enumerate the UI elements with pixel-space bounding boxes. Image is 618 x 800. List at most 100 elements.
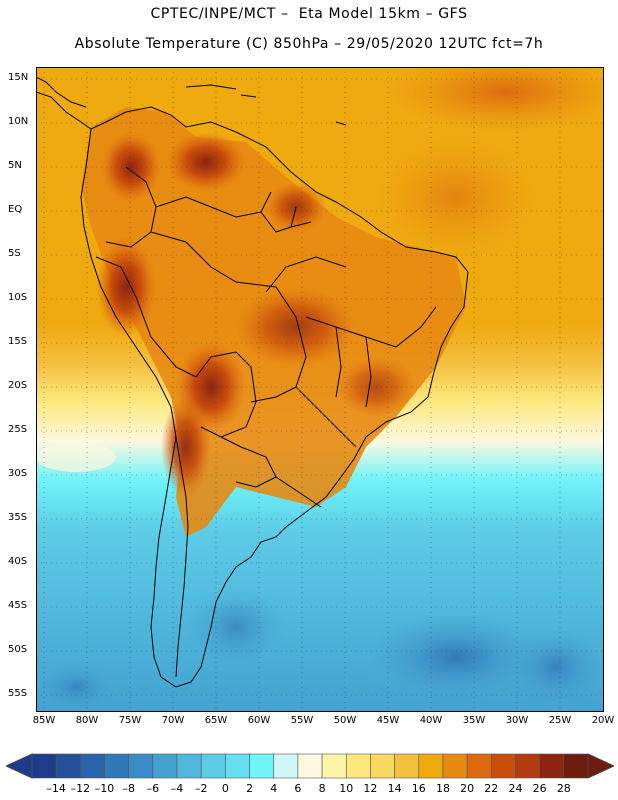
longitude-label: 45W: [376, 715, 400, 726]
colorbar-swatch: [491, 753, 516, 779]
cold-core-west: [36, 662, 116, 712]
longitude-label: 40W: [419, 715, 443, 726]
colorbar-swatch: [418, 753, 444, 779]
border-bolivia: [195, 351, 257, 438]
colorbar-swatch: [539, 753, 565, 779]
border-venezuela: [155, 191, 272, 218]
hot-core-peru: [96, 237, 156, 337]
border-brazil-states: [265, 256, 437, 448]
colorbar-swatch: [80, 753, 105, 779]
colorbar-tick-label: –4: [170, 782, 184, 795]
latitude-label: 40S: [8, 556, 28, 567]
colorbar-tick-label: 20: [460, 782, 475, 795]
colorbar-swatch: [515, 753, 540, 779]
colorbar-min-arrow: [6, 753, 33, 779]
colorbar-tick-label: –14: [46, 782, 66, 795]
cold-core-east: [506, 627, 604, 707]
colorbar-swatch: [297, 753, 323, 779]
caribbean-islands: [185, 84, 347, 126]
colorbar-swatch: [104, 753, 129, 779]
warm-ocean-patch-atlantic: [376, 137, 536, 257]
colorbar-swatch: [466, 753, 492, 779]
cold-core-southern-ocean: [366, 612, 546, 702]
chart-title: CPTEC/INPE/MCT – Eta Model 15km – GFS: [150, 6, 468, 22]
colorbar-tick-label: 22: [484, 782, 499, 795]
colorbar-tick-label: 8: [318, 782, 326, 795]
colorbar-tick-label: 16: [411, 782, 426, 795]
colorbar-tick-label: 26: [532, 782, 547, 795]
colorbar-tick-label: –6: [146, 782, 160, 795]
latitude-label: 45S: [8, 600, 28, 611]
colorbar-tick-label: 0: [221, 782, 229, 795]
colorbar-swatch: [200, 753, 226, 779]
warm-ocean-patch-north: [386, 67, 604, 132]
latitude-label: 55S: [8, 688, 28, 699]
longitude-label: 25W: [548, 715, 572, 726]
latitude-label: 5S: [8, 248, 21, 259]
latitude-label: 5N: [8, 160, 22, 171]
border-argentina-chile: [175, 436, 189, 678]
temperature-map: [36, 67, 604, 712]
longitude-label: 50W: [333, 715, 357, 726]
latitude-label: 15S: [8, 336, 28, 347]
latitude-label: 10S: [8, 292, 28, 303]
border-guianas: [260, 206, 312, 233]
colorbar-tick-label: –8: [122, 782, 135, 795]
latitude-label: 15N: [8, 72, 29, 83]
colorbar-tick-label: 14: [387, 782, 402, 795]
colorbar-swatch: [394, 753, 420, 779]
colorbar-tick-label: 6: [294, 782, 302, 795]
border-brazil-west: [150, 231, 307, 403]
longitude-label: 65W: [204, 715, 228, 726]
colorbar-tick-label: 4: [270, 782, 278, 795]
colorbar-swatch: [273, 753, 299, 779]
longitude-label: 20W: [591, 715, 615, 726]
colorbar-swatch: [55, 753, 81, 779]
latitude-label: 50S: [8, 644, 28, 655]
colorbar-swatch: [345, 753, 371, 779]
colorbar-swatch: [128, 753, 154, 779]
colorbar-swatch: [31, 753, 57, 779]
latitude-label: 20S: [8, 380, 28, 391]
longitude-label: 60W: [247, 715, 271, 726]
longitude-label: 35W: [462, 715, 486, 726]
latitude-label: 25S: [8, 424, 28, 435]
latitude-label: 30S: [8, 468, 28, 479]
longitude-label: 75W: [118, 715, 142, 726]
colorbar-tick-label: 18: [435, 782, 450, 795]
colorbar-tick-label: –2: [194, 782, 208, 795]
central-america-coastline: [36, 76, 92, 130]
longitude-label: 55W: [290, 715, 314, 726]
colorbar-tick-label: 12: [363, 782, 378, 795]
colorbar-tick-label: –10: [94, 782, 115, 795]
colorbar-swatch: [370, 753, 395, 779]
border-argentina-uruguay: [275, 476, 322, 508]
longitude-label: 80W: [75, 715, 99, 726]
colorbar-tick-label: 28: [556, 782, 571, 795]
hot-core-brazil: [236, 287, 356, 367]
longitude-label: 70W: [161, 715, 185, 726]
colorbar-swatch: [225, 753, 250, 779]
longitude-label: 85W: [32, 715, 56, 726]
colorbar-swatch: [152, 753, 178, 779]
colorbar-swatch: [563, 753, 589, 779]
colorbar: [6, 753, 614, 779]
colorbar-tick-label: 10: [339, 782, 354, 795]
latitude-label: EQ: [8, 204, 23, 215]
colorbar-swatch: [249, 753, 275, 779]
longitude-label: 30W: [505, 715, 529, 726]
latitude-label: 35S: [8, 512, 28, 523]
border-paraguay: [220, 436, 277, 488]
colorbar-swatch: [176, 753, 202, 779]
colorbar-tick-label: –12: [70, 782, 91, 795]
map-border: [36, 67, 604, 712]
country-borders: [36, 76, 469, 688]
chart-subtitle: Absolute Temperature (C) 850hPa – 29/05/…: [74, 36, 544, 52]
colorbar-tick-label: 2: [246, 782, 254, 795]
colorbar-max-arrow: [587, 753, 614, 779]
colorbar-swatch: [442, 753, 468, 779]
colorbar-swatch: [321, 753, 347, 779]
latitude-label: 10N: [8, 116, 29, 127]
cool-patch-pacific: [36, 442, 116, 472]
border-colombia: [105, 166, 157, 248]
